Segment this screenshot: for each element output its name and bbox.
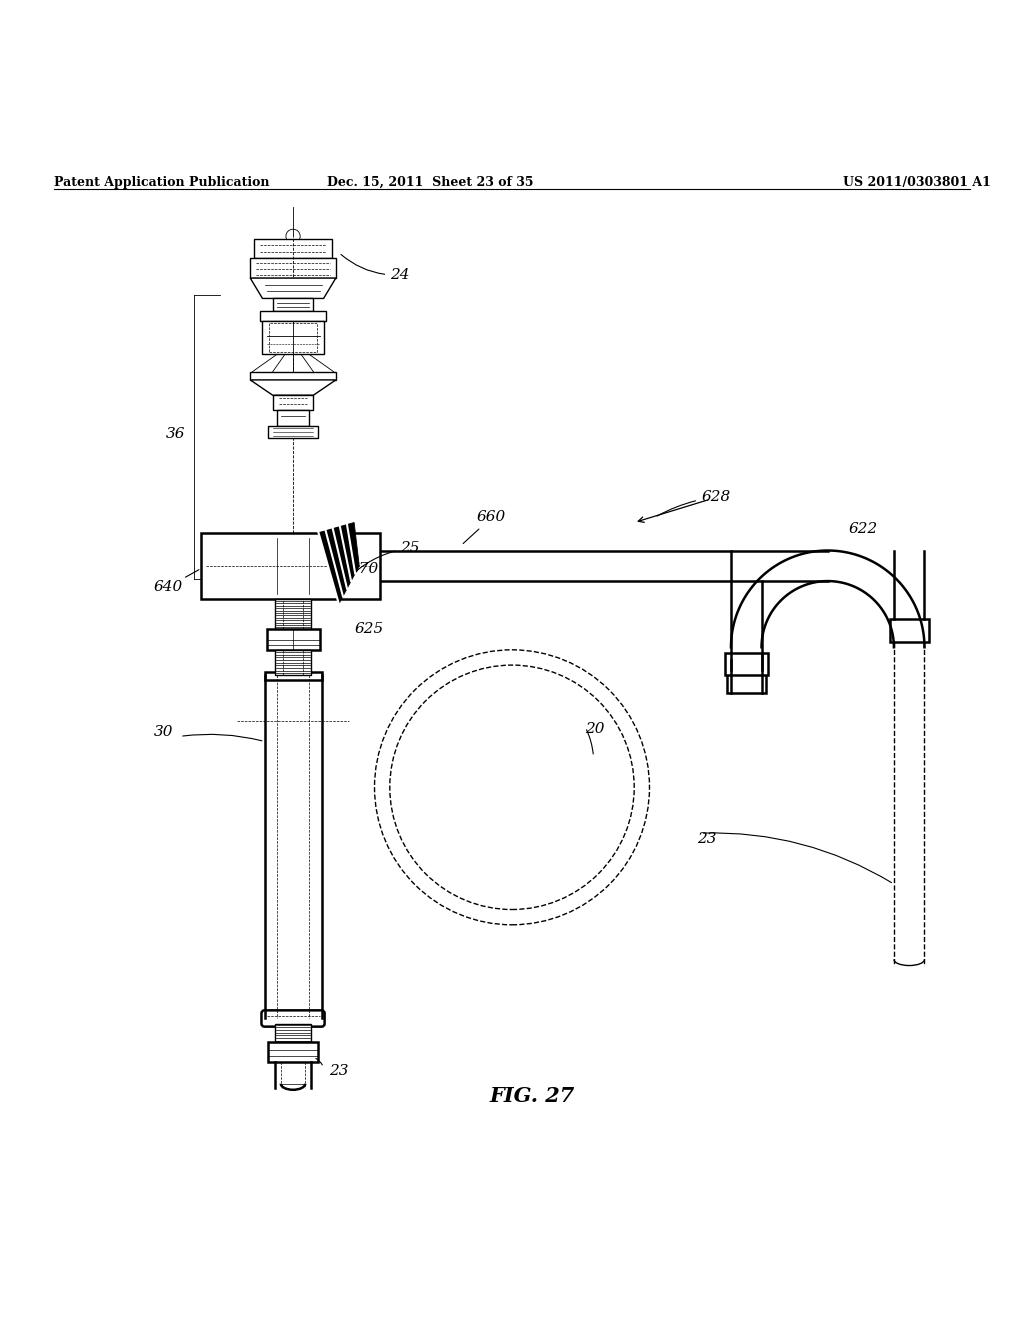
- Text: 628: 628: [657, 490, 730, 516]
- Bar: [274, 1023, 311, 1041]
- Text: Dec. 15, 2011  Sheet 23 of 35: Dec. 15, 2011 Sheet 23 of 35: [328, 177, 534, 189]
- Bar: [254, 239, 332, 257]
- Text: 24: 24: [341, 255, 410, 282]
- Bar: [260, 310, 326, 321]
- Text: 670: 670: [349, 562, 378, 577]
- Bar: [267, 426, 318, 438]
- Bar: [264, 672, 322, 680]
- FancyBboxPatch shape: [261, 1010, 325, 1027]
- Bar: [276, 411, 309, 426]
- Polygon shape: [250, 279, 336, 298]
- Text: 36: 36: [166, 426, 185, 441]
- Text: 23: 23: [329, 1064, 348, 1077]
- Circle shape: [286, 230, 300, 243]
- Bar: [272, 395, 313, 411]
- Bar: [268, 323, 317, 352]
- Text: 20: 20: [586, 722, 605, 737]
- Bar: [262, 321, 324, 355]
- Bar: [267, 1041, 318, 1063]
- Polygon shape: [318, 523, 359, 605]
- Bar: [272, 298, 313, 310]
- Text: Patent Application Publication: Patent Application Publication: [53, 177, 269, 189]
- Text: 622: 622: [848, 521, 878, 536]
- Bar: [274, 599, 311, 630]
- Text: FIG. 27: FIG. 27: [489, 1086, 575, 1106]
- Text: 25: 25: [341, 541, 420, 586]
- Text: 30: 30: [154, 726, 173, 739]
- Bar: [250, 257, 336, 279]
- Bar: [266, 630, 319, 649]
- Bar: [725, 653, 768, 676]
- Text: 625: 625: [354, 622, 383, 635]
- Text: 660: 660: [463, 511, 506, 544]
- Polygon shape: [250, 380, 336, 395]
- Text: US 2011/0303801 A1: US 2011/0303801 A1: [843, 177, 990, 189]
- Bar: [274, 649, 311, 676]
- Bar: [890, 619, 929, 642]
- Bar: [727, 671, 766, 693]
- Text: 23: 23: [697, 833, 717, 846]
- Text: 640: 640: [154, 579, 182, 594]
- Bar: [250, 372, 336, 380]
- Bar: [202, 533, 380, 599]
